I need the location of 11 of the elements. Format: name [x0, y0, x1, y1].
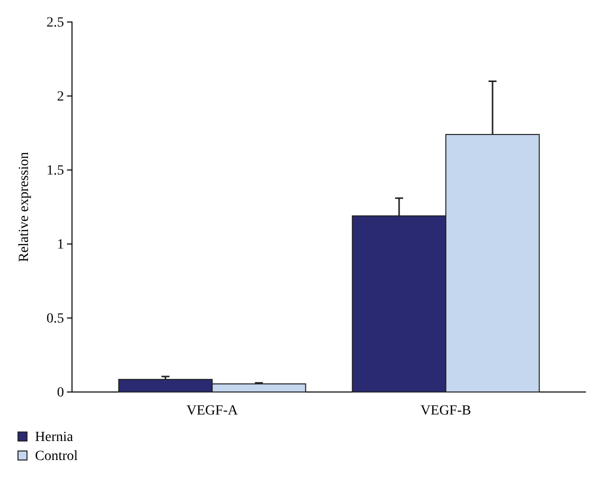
y-tick-label: 0.5: [46, 311, 64, 326]
legend-label: Control: [35, 449, 78, 464]
y-tick-label: 0: [57, 385, 64, 400]
x-tick-label: VEGF-B: [420, 404, 472, 419]
y-tick-label: 2: [57, 89, 64, 104]
y-tick-label: 2.5: [46, 15, 64, 30]
y-axis-title: Relative expression: [17, 152, 32, 262]
legend-label: Hernia: [35, 430, 74, 445]
y-tick-label: 1: [57, 237, 64, 252]
x-tick-label: VEGF-A: [186, 404, 239, 419]
y-tick-label: 1.5: [46, 163, 64, 178]
